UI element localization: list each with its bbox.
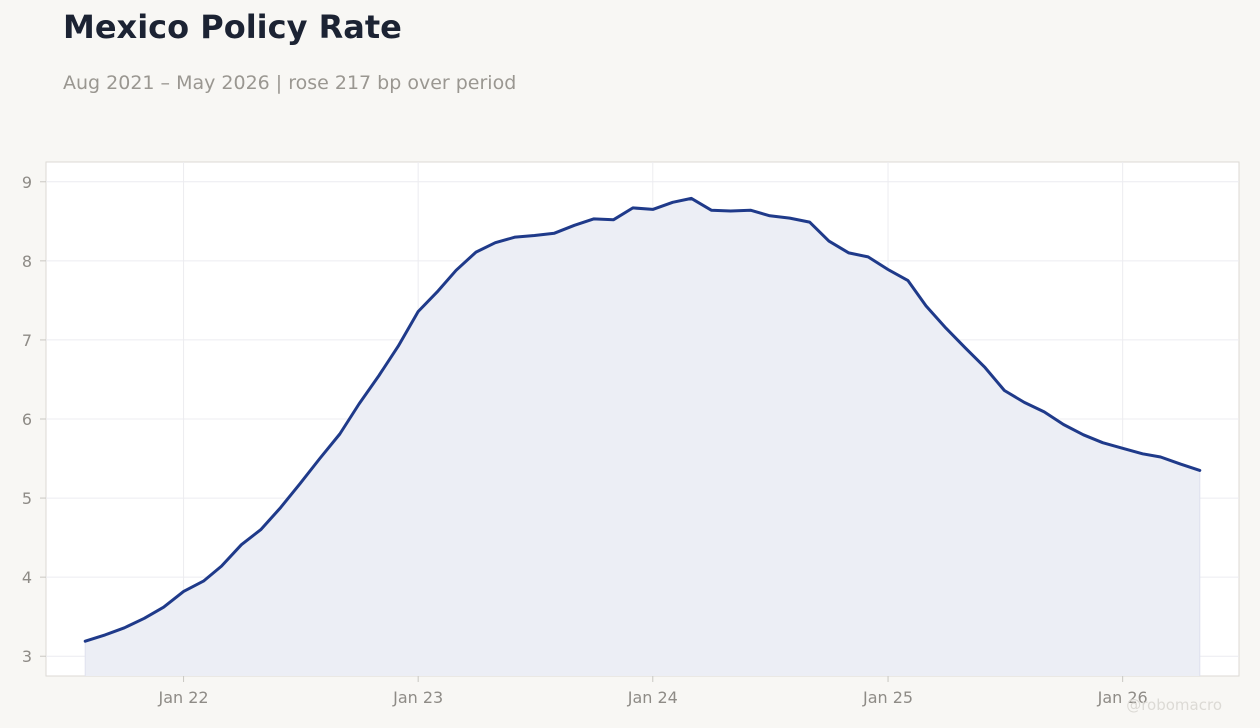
x-tick-label: Jan 24 [627, 688, 678, 707]
x-axis-ticks: Jan 22 Jan 23 Jan 24 Jan 25 Jan 26 [158, 676, 1148, 707]
watermark: @robomacro [1126, 696, 1222, 714]
x-tick-label: Jan 25 [862, 688, 913, 707]
y-tick-label: 4 [22, 568, 32, 587]
y-tick-label: 8 [22, 252, 32, 271]
area-edges [84, 470, 1201, 676]
y-tick-label: 6 [22, 410, 32, 429]
series-area-fill [85, 198, 1200, 676]
chart-subtitle: Aug 2021 – May 2026 | rose 217 bp over p… [63, 72, 517, 94]
y-tick-label: 3 [22, 647, 32, 666]
x-tick-label: Jan 23 [392, 688, 443, 707]
x-tick-label: Jan 22 [158, 688, 209, 707]
y-tick-label: 7 [22, 331, 32, 350]
x-tick-label: Jan 26 [1097, 688, 1148, 707]
y-tick-label: 5 [22, 489, 32, 508]
y-axis-ticks: 3 4 5 6 7 8 9 [22, 173, 46, 666]
series-line [83, 196, 1202, 643]
y-tick-label: 9 [22, 173, 32, 192]
chart-title: Mexico Policy Rate [63, 8, 402, 46]
